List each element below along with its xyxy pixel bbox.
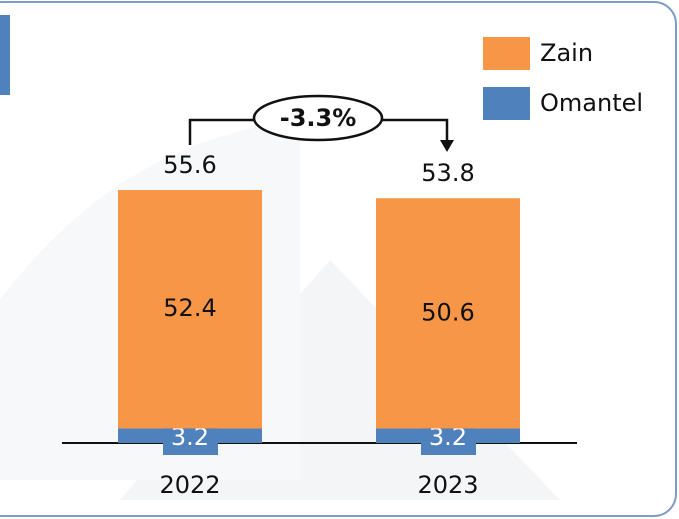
legend-label: Zain <box>540 39 593 67</box>
total-label: 53.8 <box>421 159 474 187</box>
x-tick-label: 2023 <box>417 471 478 499</box>
value-label: 52.4 <box>163 294 216 322</box>
total-label: 55.6 <box>163 151 216 179</box>
value-label: 50.6 <box>421 298 474 326</box>
legend-swatch <box>483 87 530 120</box>
arrow-head <box>440 140 454 152</box>
change-badge <box>252 94 384 142</box>
bar-segment <box>376 198 520 429</box>
legend-swatch <box>483 37 530 70</box>
change-label: -3.3% <box>280 104 357 132</box>
x-tick-label: 2022 <box>159 471 220 499</box>
side-tab <box>0 15 10 95</box>
legend-label: Omantel <box>540 89 643 117</box>
bar-segment <box>118 190 262 429</box>
